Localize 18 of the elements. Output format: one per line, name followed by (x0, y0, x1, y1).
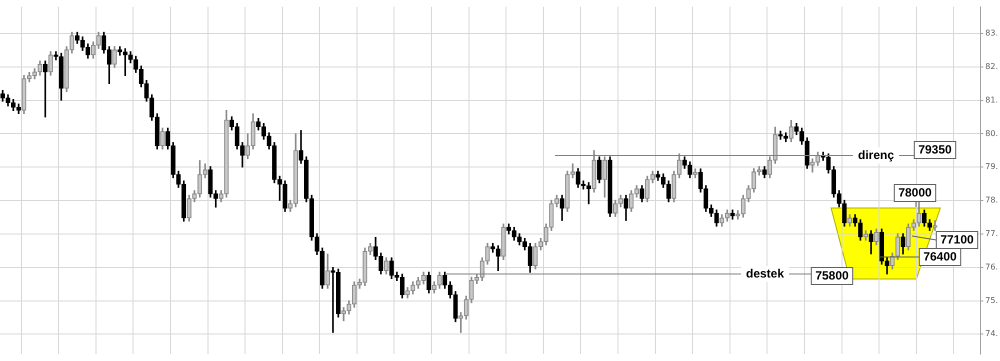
y-tick-label: 80. (985, 128, 998, 138)
annotation: 76400 (923, 249, 958, 264)
y-tick-label: 83. (985, 28, 998, 38)
ref-line-label: direnç (858, 148, 894, 162)
ref-line-label: destek (746, 266, 784, 280)
candlestick (932, 220, 938, 231)
annotation: 75800 (815, 268, 850, 282)
y-tick-label: 81. (985, 95, 998, 104)
y-tick-label: 78. (985, 196, 998, 205)
y-tick-label: 77. (985, 229, 998, 238)
y-tick-label: 75. (985, 296, 998, 305)
y-tick-label: 79. (985, 162, 998, 172)
annotation: 78000 (898, 185, 932, 200)
y-tick-label: 82. (985, 62, 998, 72)
annotation: 77100 (940, 232, 974, 246)
annotation: 79350 (918, 142, 952, 156)
y-tick-label: 74. (985, 329, 998, 338)
y-tick-label: 76. (985, 262, 998, 272)
